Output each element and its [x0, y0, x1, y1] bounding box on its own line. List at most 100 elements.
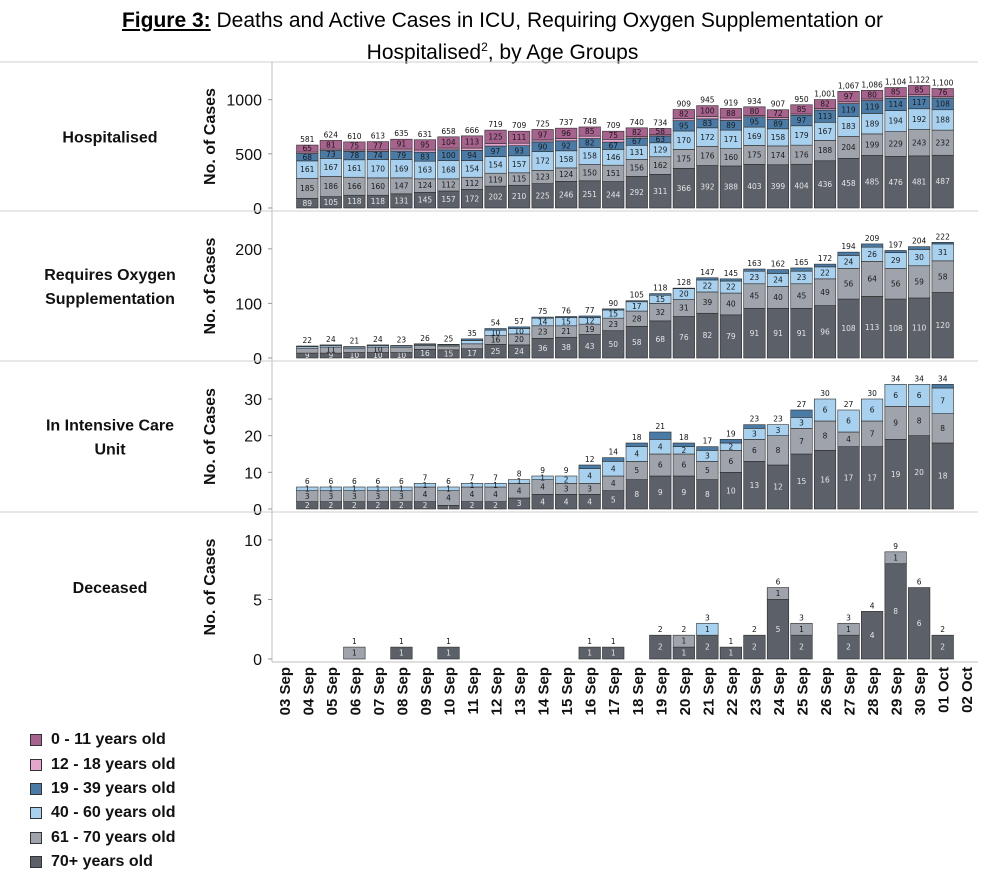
bar-total-label: 6 [376, 477, 381, 486]
bar-segment-label: 119 [488, 175, 503, 184]
bar-segment-label: 92 [561, 141, 571, 150]
y-axis-title: No. of Cases [202, 388, 219, 485]
bar-segment-label: 63 [656, 135, 666, 144]
bar-segment-label: 9 [681, 488, 686, 497]
bar-segment [884, 384, 907, 407]
legend-swatch [30, 856, 42, 869]
bar-segment [578, 315, 601, 318]
bar-segment-label: 2 [705, 643, 710, 652]
bar-segment-label: 95 [420, 140, 430, 149]
bar-segment [908, 587, 931, 660]
bar-segment-label: 79 [726, 332, 736, 341]
bar-segment-label: 123 [535, 173, 550, 182]
bar-total-label: 26 [420, 334, 430, 343]
bar-total-label: 1,100 [932, 79, 954, 88]
bar-segment-label: 95 [750, 118, 760, 127]
x-tick-label: 20 Sep [677, 667, 694, 715]
bar-segment-label: 243 [912, 138, 927, 147]
legend-swatch [30, 782, 42, 795]
bar-segment-label: 1 [846, 625, 851, 634]
bar-segment-label: 3 [305, 492, 310, 501]
bar-segment-label: 154 [465, 164, 480, 173]
bar-segment [343, 646, 366, 660]
bar-segment [696, 622, 719, 636]
bar-segment [578, 126, 601, 137]
bar-total-label: 6 [399, 477, 404, 486]
bar-segment-label: 16 [420, 349, 430, 358]
bar-segment-label: 129 [653, 145, 668, 154]
bar-total-label: 2 [940, 625, 945, 634]
bar-segment [343, 486, 366, 491]
bar-segment-label: 1 [893, 553, 898, 562]
bar-segment-label: 91 [773, 329, 783, 338]
bar-segment-label: 82 [820, 100, 830, 109]
bar-segment-label: 158 [583, 152, 598, 161]
bar-total-label: 6 [917, 578, 922, 587]
bar-total-label: 165 [794, 258, 809, 267]
bar-total-label: 581 [300, 135, 315, 144]
bar-segment-label: 2 [681, 446, 686, 455]
bar-segment-label: 1 [352, 484, 357, 493]
bar-segment [602, 646, 625, 660]
bar-segment-label: 167 [818, 127, 833, 136]
bar-segment [413, 483, 437, 488]
bar-total-label: 1,104 [885, 78, 907, 87]
bar-segment-label: 170 [677, 136, 692, 145]
bar-segment-label: 10 [491, 328, 501, 337]
x-tick-label: 18 Sep [630, 667, 647, 715]
bar-segment [861, 611, 884, 660]
bar-segment [931, 241, 954, 245]
bar-segment-label: 4 [587, 472, 592, 481]
bar-segment-label: 6 [823, 406, 828, 415]
bar-segment-label: 4 [540, 483, 545, 492]
bar-segment-label: 160 [724, 153, 739, 162]
bar-segment [555, 475, 578, 484]
bar-total-label: 709 [512, 121, 527, 130]
bar-segment [460, 147, 484, 151]
bar-segment [931, 384, 954, 389]
bar-segment [743, 634, 766, 660]
bar-segment-label: 15 [797, 477, 807, 486]
bar-segment-label: 82 [585, 139, 595, 148]
bar-segment-label: 3 [752, 429, 757, 438]
bar-segment-label: 72 [773, 109, 783, 118]
bar-segment-label: 7 [940, 396, 945, 405]
bar-segment-label: 113 [865, 323, 880, 332]
bar-total-label: 23 [773, 415, 783, 424]
bar-segment-label: 26 [867, 250, 877, 259]
bar-segment-label: 188 [936, 116, 951, 125]
bar-segment-label: 80 [867, 90, 877, 99]
x-tick-label: 19 Sep [653, 667, 670, 715]
bar-total-label: 6 [776, 578, 781, 587]
bar-segment-label: 4 [446, 494, 451, 503]
bar-segment-label: 83 [420, 152, 430, 161]
bar-segment-label: 170 [371, 164, 386, 173]
bar-segment-label: 58 [632, 338, 642, 347]
bar-segment-label: 23 [608, 320, 618, 329]
bar-segment-label: 4 [587, 497, 592, 506]
bar-total-label: 734 [653, 118, 668, 127]
bar-segment-label: 96 [561, 129, 571, 138]
bar-segment-label: 175 [747, 150, 762, 159]
x-tick-label: 30 Sep [912, 667, 929, 715]
bar-segment-label: 15 [561, 317, 571, 326]
bar-segment-label: 131 [394, 197, 409, 206]
bar-segment-label: 5 [705, 466, 710, 475]
bar-segment [343, 346, 366, 348]
bar-segment-label: 32 [656, 308, 666, 317]
bar-segment [484, 143, 507, 147]
x-tick-label: 14 Sep [536, 667, 553, 715]
bar-segment-label: 118 [347, 197, 362, 206]
bar-total-label: 1 [611, 637, 616, 646]
bar-segment-label: 311 [653, 187, 668, 196]
x-tick-label: 13 Sep [512, 667, 529, 715]
bar-total-label: 6 [352, 477, 357, 486]
bar-segment-label: 169 [394, 164, 409, 173]
bar-segment-label: 4 [611, 479, 616, 488]
bar-segment-label: 118 [371, 197, 386, 206]
bar-segment-label: 146 [606, 153, 621, 162]
bar-segment-label: 1 [423, 481, 428, 490]
bar-total-label: 18 [679, 433, 689, 442]
bar-total-label: 635 [394, 129, 409, 138]
bar-segment-label: 185 [300, 184, 315, 193]
